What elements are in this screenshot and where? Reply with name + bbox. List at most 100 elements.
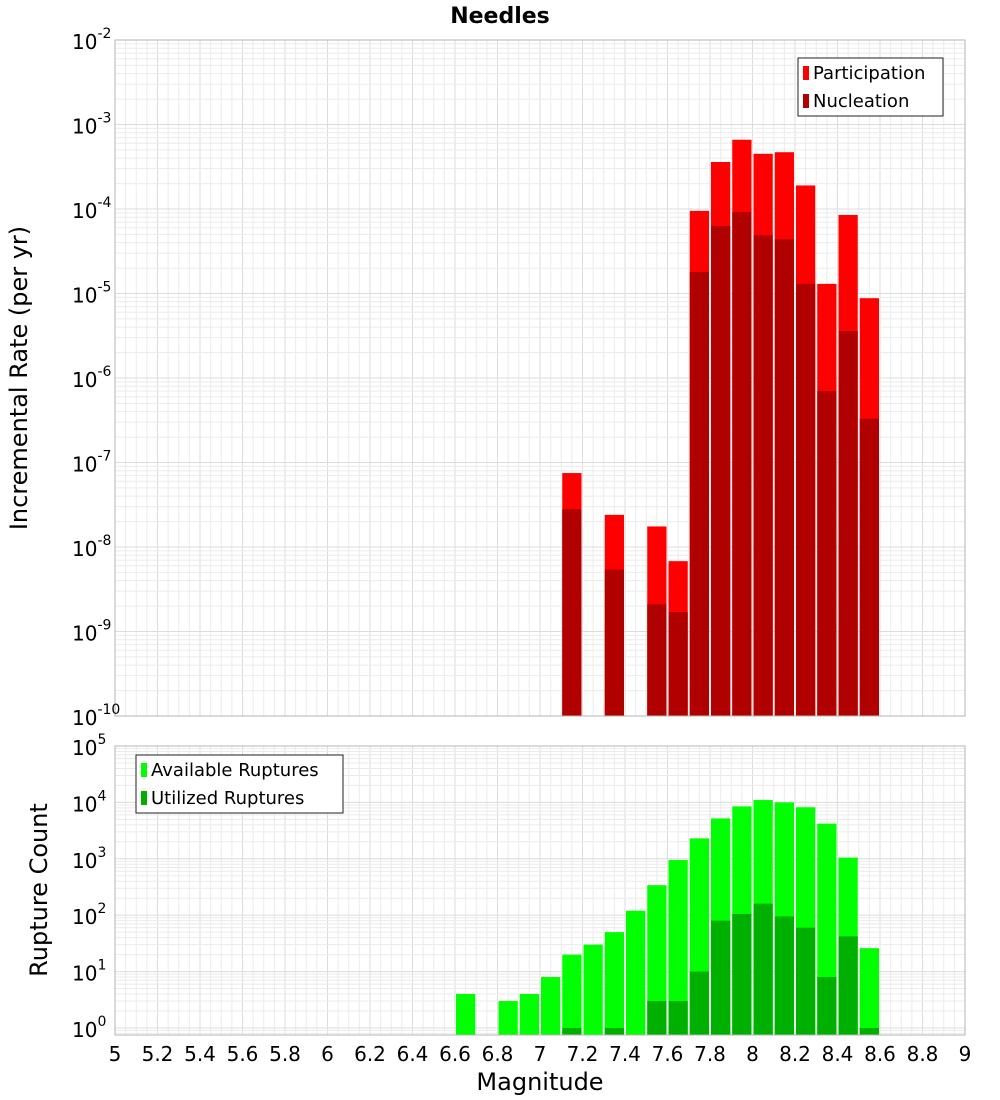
y-tick-label: 104 <box>72 788 106 816</box>
y-tick-label: 10-5 <box>72 280 111 308</box>
bottom-y-axis-label: Rupture Count <box>25 803 53 977</box>
top-legend: Participation Nucleation <box>797 57 944 117</box>
bar <box>796 927 816 1035</box>
y-tick-label: 10-6 <box>72 364 112 392</box>
x-tick-label: 7.8 <box>694 1042 726 1066</box>
bottom-plot-frame <box>114 745 966 1036</box>
x-tick-label: 5.2 <box>142 1042 174 1066</box>
y-tick-label: 105 <box>72 732 106 760</box>
bar <box>647 1001 667 1035</box>
y-tick-label: 103 <box>72 845 106 873</box>
bar <box>817 977 837 1035</box>
bar <box>838 330 858 716</box>
legend-label: Nucleation <box>813 91 909 112</box>
bar <box>668 860 688 1035</box>
top-plot-frame <box>114 39 966 717</box>
bar <box>838 936 858 1035</box>
x-tick-label: 6.2 <box>354 1042 386 1066</box>
bar <box>647 604 667 716</box>
x-axis-label: Magnitude <box>476 1068 603 1096</box>
bar <box>668 1001 688 1035</box>
bar <box>817 391 837 716</box>
top-y-tick-labels: 10-10 10-9 10-8 10-7 10-6 10-5 10-4 10-3 10-2 <box>72 26 120 730</box>
bar <box>689 971 709 1035</box>
bar <box>859 948 879 1035</box>
legend-box <box>135 754 344 814</box>
x-tick-label: 5 <box>109 1042 122 1066</box>
bar <box>732 913 752 1035</box>
y-tick-label: 100 <box>72 1014 106 1042</box>
bar <box>796 283 816 716</box>
chart-title: Needles <box>450 4 550 29</box>
bottom-y-tick-labels: 100 101 102 103 104 105 <box>72 732 106 1042</box>
x-tick-label: 7.2 <box>567 1042 599 1066</box>
y-tick-label: 10-2 <box>72 26 111 54</box>
bar <box>859 1027 879 1035</box>
bar <box>647 885 667 1035</box>
bar <box>604 1027 624 1035</box>
legend-label: Utilized Ruptures <box>151 788 304 809</box>
bar <box>604 569 624 716</box>
y-tick-label: 10-9 <box>72 618 111 646</box>
y-tick-label: 101 <box>72 958 106 986</box>
bar <box>774 239 794 717</box>
y-tick-label: 10-7 <box>72 449 111 477</box>
bottom-panel: 100 101 102 103 104 105 5 5.2 5.4 5.6 5.8 6 6.2 6.4 6.… <box>72 732 971 1066</box>
y-tick-label: 10-8 <box>72 533 111 561</box>
legend-swatch <box>141 791 147 805</box>
top-series-1 <box>562 212 879 717</box>
x-tick-label: 8.6 <box>864 1042 896 1066</box>
legend-swatch <box>141 763 147 777</box>
bar <box>859 418 879 716</box>
x-tick-label: 6 <box>321 1042 334 1066</box>
x-tick-label: 5.8 <box>269 1042 301 1066</box>
bar <box>562 1027 582 1035</box>
bar <box>519 994 539 1035</box>
bar <box>541 977 561 1035</box>
legend-swatch <box>803 94 809 108</box>
bar <box>498 1001 518 1035</box>
x-tick-label: 9 <box>959 1042 972 1066</box>
bar <box>604 932 624 1035</box>
bar <box>732 212 752 716</box>
legend-box <box>797 57 944 117</box>
x-tick-label: 7.6 <box>652 1042 684 1066</box>
top-y-axis-label: Incremental Rate (per yr) <box>5 226 33 530</box>
y-tick-label: 102 <box>72 901 106 929</box>
y-tick-label: 10-3 <box>72 111 111 139</box>
bar <box>562 954 582 1035</box>
x-tick-labels: 5 5.2 5.4 5.6 5.8 6 6.2 6.4 6.6 6.8 7 7.2 7.4 7.6 7.8 8… <box>109 1042 972 1066</box>
bottom-series-1 <box>562 903 879 1035</box>
x-tick-label: 6.6 <box>439 1042 471 1066</box>
x-tick-label: 7.4 <box>609 1042 641 1066</box>
bar <box>583 944 603 1035</box>
x-tick-label: 8.8 <box>907 1042 939 1066</box>
x-tick-label: 6.8 <box>482 1042 514 1066</box>
bar <box>711 920 731 1035</box>
x-tick-label: 8.4 <box>822 1042 854 1066</box>
bar <box>456 994 476 1035</box>
bar <box>689 271 709 716</box>
bar <box>753 903 773 1035</box>
bottom-legend: Available Ruptures Utilized Ruptures <box>135 754 344 814</box>
x-tick-label: 7 <box>534 1042 547 1066</box>
x-tick-label: 8.2 <box>779 1042 811 1066</box>
bar <box>711 225 731 716</box>
bar <box>562 509 582 716</box>
bar <box>668 612 688 716</box>
y-tick-label: 10-4 <box>72 195 112 223</box>
x-tick-label: 8 <box>746 1042 759 1066</box>
x-tick-label: 5.6 <box>227 1042 259 1066</box>
bar <box>626 910 646 1035</box>
legend-swatch <box>803 66 809 80</box>
bar <box>774 916 794 1035</box>
legend-label: Participation <box>813 63 925 84</box>
top-horizontal-grid <box>115 39 965 717</box>
top-panel: 10-10 10-9 10-8 10-7 10-6 10-5 10-4 10-3 10-2 Par… <box>72 26 966 730</box>
x-tick-label: 6.4 <box>397 1042 429 1066</box>
x-tick-label: 5.4 <box>184 1042 216 1066</box>
bar <box>753 235 773 716</box>
legend-label: Available Ruptures <box>151 760 319 781</box>
